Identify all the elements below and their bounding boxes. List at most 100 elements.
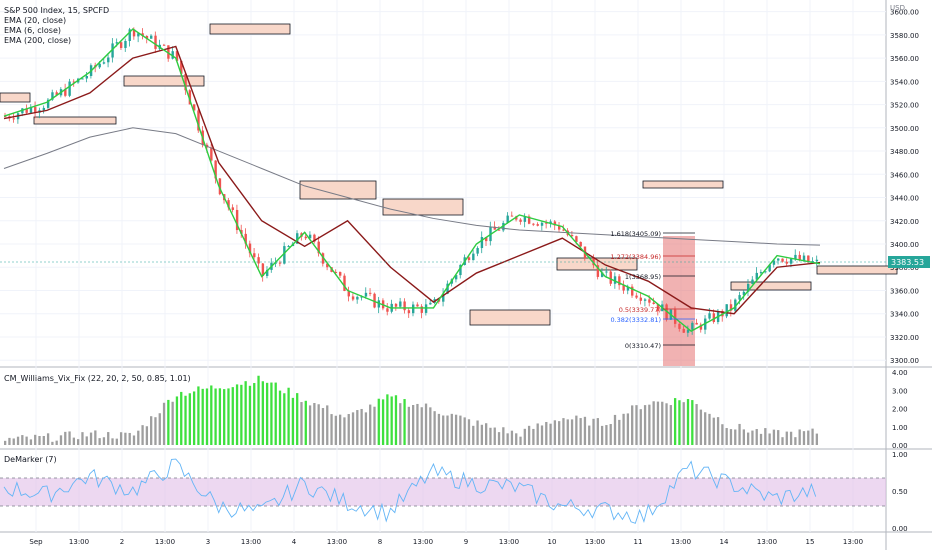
candle-body xyxy=(416,304,419,307)
candle-body xyxy=(442,293,445,302)
candle-body xyxy=(549,221,552,224)
price-scale[interactable]: 3600.00 3580.00 3560.00 3540.00 3520.00 3500.… xyxy=(890,9,919,366)
candle-body xyxy=(278,262,282,264)
vix-bar xyxy=(94,430,97,445)
candle-body xyxy=(369,292,372,294)
time-tick: 13:00 xyxy=(413,538,433,546)
candle-body xyxy=(802,255,806,261)
currency-label: USD xyxy=(890,4,905,12)
vix-bar xyxy=(171,401,174,445)
vix-bar xyxy=(25,436,28,445)
vix-bar xyxy=(515,433,518,445)
vix-bar xyxy=(205,388,209,445)
candle-body xyxy=(523,216,527,222)
vix-bar xyxy=(558,421,561,445)
candle-body xyxy=(510,215,514,217)
vix-bar xyxy=(489,427,492,445)
candle-body xyxy=(789,258,793,264)
time-scale[interactable]: Sep 13:00 2 13:00 3 13:00 4 13:00 8 13:00 9 13:00 10… xyxy=(29,538,863,546)
vix-bar xyxy=(442,415,445,445)
vix-bar xyxy=(566,419,569,445)
vix-bar xyxy=(549,423,552,445)
candle-body xyxy=(274,262,277,264)
candle-body xyxy=(111,43,114,58)
candle-body xyxy=(394,303,398,307)
vix-scale[interactable]: 4.00 3.00 2.00 1.00 0.00 xyxy=(892,369,908,450)
candle-body xyxy=(502,222,505,231)
candle-body xyxy=(738,295,741,300)
candle-body xyxy=(794,254,797,259)
vix-bar xyxy=(746,432,750,445)
candle-body xyxy=(386,308,389,312)
vix-bar xyxy=(467,419,471,445)
candle-body xyxy=(214,160,217,179)
vix-bar xyxy=(235,384,239,445)
candle-body xyxy=(154,35,157,49)
demarker-scale[interactable]: 1.00 0.50 0.00 xyxy=(892,451,908,533)
vix-bar xyxy=(330,414,333,445)
candle-body xyxy=(244,233,247,244)
candle-body xyxy=(287,246,290,248)
vix-bar xyxy=(64,431,67,445)
vix-bar xyxy=(240,384,243,445)
candle-body xyxy=(42,107,46,111)
candle-body xyxy=(265,269,269,276)
vix-bar xyxy=(738,423,741,445)
candle-body xyxy=(68,81,71,96)
candle-body xyxy=(759,272,763,274)
vix-bar xyxy=(596,418,599,445)
price-tick: 3560.00 xyxy=(890,55,919,63)
candle-body xyxy=(124,40,127,48)
candle-body xyxy=(197,110,200,131)
vix-bar xyxy=(231,387,234,445)
zone-box xyxy=(469,309,551,326)
header-legend[interactable]: S&P 500 Index, 15, SPCFD EMA (20, close)… xyxy=(4,6,109,46)
demarker-title[interactable]: DeMarker (7) xyxy=(4,455,57,464)
candle-body xyxy=(626,286,630,291)
vix-bar xyxy=(29,439,33,445)
vix-bar xyxy=(437,413,441,445)
candle-body xyxy=(175,51,179,61)
vix-bar xyxy=(463,417,466,445)
vix-bar xyxy=(725,428,728,445)
candle-body xyxy=(553,221,557,226)
candle-body xyxy=(321,253,325,264)
vix-bar xyxy=(407,406,411,445)
vix-bar xyxy=(794,437,797,445)
vix-bar xyxy=(480,424,484,445)
candle-body xyxy=(506,215,509,223)
study-ema20[interactable]: EMA (20, close) xyxy=(4,16,67,25)
vix-bar xyxy=(536,423,539,445)
candle-body xyxy=(613,276,617,284)
time-tick: 2 xyxy=(120,538,124,546)
candle-body xyxy=(46,99,50,108)
vix-bar xyxy=(540,425,544,445)
demarker-series xyxy=(3,458,817,524)
last-price-text: 3383.53 xyxy=(891,258,924,267)
vix-bar xyxy=(416,403,419,445)
study-ema200[interactable]: EMA (200, close) xyxy=(4,36,72,45)
candle-body xyxy=(132,29,136,37)
vix-bar xyxy=(755,429,758,445)
vix-bar xyxy=(248,385,252,445)
candle-body xyxy=(772,260,776,265)
vix-bar xyxy=(128,432,131,445)
candle-body xyxy=(639,297,643,301)
candle-body xyxy=(592,257,595,266)
demarker-tick: 0.00 xyxy=(892,525,908,533)
vix-bar xyxy=(527,425,531,445)
vix-bar xyxy=(167,399,170,445)
vix-bar xyxy=(364,412,368,445)
vix-bar xyxy=(377,398,380,445)
vix-title[interactable]: CM_Williams_Vix_Fix (22, 20, 2, 50, 0.85… xyxy=(4,374,191,383)
candle-body xyxy=(403,301,406,311)
candle-body xyxy=(399,301,402,307)
vix-tick: 3.00 xyxy=(892,387,908,395)
vix-bar xyxy=(472,425,475,445)
study-ema6[interactable]: EMA (6, close) xyxy=(4,26,61,35)
vix-bar xyxy=(523,428,526,445)
vix-bar xyxy=(682,402,685,445)
price-tick: 3480.00 xyxy=(890,148,919,156)
vix-bar xyxy=(600,425,604,445)
